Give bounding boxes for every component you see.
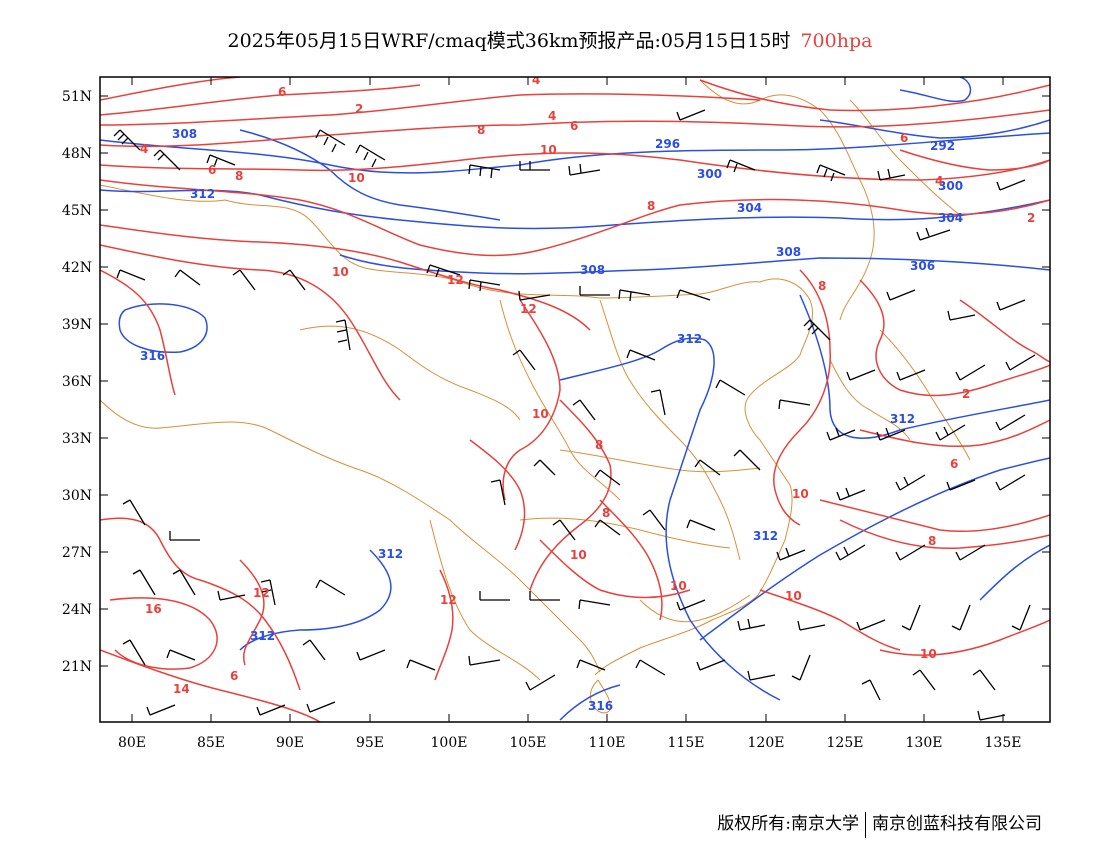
temperature-label: 4 [532,73,540,87]
chart-title: 2025年05月15日WRF/cmaq模式36km预报产品:05月15日15时 7… [0,26,1100,53]
map-layers: 296 300 308 304 300 292 304 308 308 312 … [100,73,1050,722]
temperature-label: 6 [900,131,908,145]
height-label: 312 [677,332,702,346]
height-label: 312 [250,629,275,643]
y-tick-label: 21N [62,659,92,675]
temperature-label: 8 [595,438,603,452]
height-label: 312 [378,547,403,561]
temperature-label: 12 [253,586,270,600]
y-tick-label: 36N [62,374,92,390]
y-tick-label: 51N [62,89,92,105]
temperature-label: 4 [140,142,148,156]
height-label: 304 [737,201,762,215]
height-label: 308 [172,127,197,141]
temperature-label: 10 [785,589,802,603]
temperature-label: 8 [602,506,610,520]
x-tick-label: 125E [827,735,864,751]
height-label: 312 [190,187,215,201]
x-tick-label: 100E [431,735,468,751]
height-label: 300 [697,167,722,181]
temperature-label: 4 [935,174,943,188]
footer-credits: 版权所有:南京大学 南京创蓝科技有限公司 [717,809,1042,838]
temperature-label: 10 [348,171,365,185]
x-tick-label: 80E [118,735,146,751]
x-tick-label: 130E [906,735,943,751]
height-label: 308 [580,263,605,277]
y-tick-label: 48N [62,146,92,162]
temperature-label: 10 [570,548,587,562]
temperature-label: 10 [920,647,937,661]
temperature-label: 4 [548,109,556,123]
temperature-label: 12 [447,273,464,287]
temperature-label: 2 [962,387,970,401]
height-label: 308 [776,245,801,259]
temperature-label: 8 [928,534,936,548]
x-tick-label: 105E [510,735,547,751]
x-tick-label: 90E [276,735,304,751]
temperature-label: 10 [532,407,549,421]
temperature-label: 6 [278,85,286,99]
title-main: 2025年05月15日WRF/cmaq模式36km预报产品:05月15日15时 [227,30,791,52]
height-label: 312 [890,412,915,426]
temperature-label: 6 [570,119,578,133]
temperature-label: 10 [792,487,809,501]
temperature-label: 12 [520,302,537,316]
height-label: 304 [938,211,963,225]
temperature-label: 8 [477,123,485,137]
y-tick-label: 33N [62,431,92,447]
height-label: 316 [140,349,165,363]
height-label: 292 [930,139,955,153]
height-label: 300 [938,179,963,193]
x-tick-label: 85E [197,735,225,751]
x-tick-label: 95E [356,735,384,751]
temperature-label: 16 [145,602,162,616]
y-tick-label: 39N [62,317,92,333]
y-tick-label: 27N [62,545,92,561]
plot-frame [99,76,1051,723]
y-axis: 51N 48N 45N 42N 39N 36N 33N 30N 27N 24N … [62,89,1050,675]
height-label: 296 [655,137,680,151]
temperature-label: 10 [332,265,349,279]
y-tick-label: 45N [62,203,92,219]
y-tick-label: 30N [62,488,92,504]
temperature-label: 8 [818,279,826,293]
boundary-lines [100,79,971,714]
temperature-label: 2 [1027,211,1035,225]
temperature-contour-labels: 4 6 2 4 8 6 4 6 8 10 6 8 8 10 12 12 10 8… [140,73,1035,696]
temperature-label: 2 [355,102,363,116]
temperature-label: 10 [670,579,687,593]
height-label: 312 [753,529,778,543]
y-tick-label: 42N [62,260,92,276]
height-label: 306 [910,259,935,273]
height-contour-labels: 296 300 308 304 300 292 304 308 308 312 … [140,127,963,713]
wind-barbs [113,109,1036,721]
x-tick-label: 120E [748,735,785,751]
x-tick-label: 110E [589,735,626,751]
x-axis: 80E 85E 90E 95E 100E 105E 110E 115E 120E… [118,77,1022,751]
temperature-label: 8 [647,199,655,213]
footer-copyright: 版权所有:南京大学 [717,814,859,834]
x-tick-label: 135E [985,735,1022,751]
temperature-label: 6 [950,457,958,471]
temperature-label: 6 [208,163,216,177]
temperature-label: 8 [235,169,243,183]
temperature-label: 10 [540,143,557,157]
temperature-label: 14 [173,682,190,696]
temperature-contours [100,77,1050,722]
footer-separator [865,811,866,838]
title-level: 700hpa [800,30,873,52]
y-tick-label: 24N [62,602,92,618]
temperature-label: 12 [440,593,457,607]
height-label: 316 [588,699,613,713]
temperature-label: 6 [230,669,238,683]
x-tick-label: 115E [668,735,705,751]
footer-company: 南京创蓝科技有限公司 [872,814,1042,834]
